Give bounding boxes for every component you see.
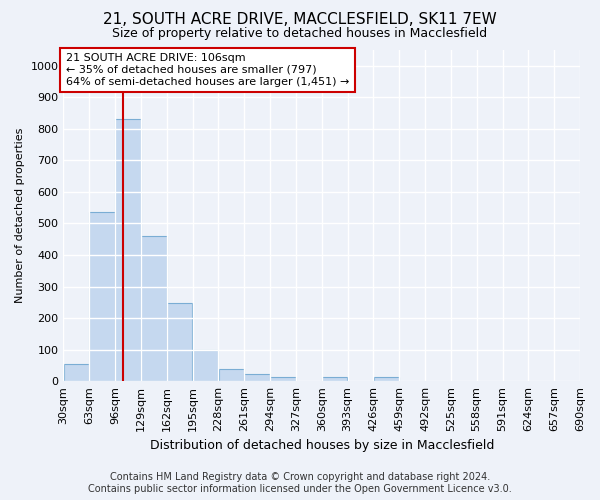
Bar [89,212,115,381]
Bar [218,369,244,381]
Bar [244,374,270,381]
Bar [141,236,167,381]
Bar [270,378,296,381]
Bar [115,120,141,381]
Bar [322,378,347,381]
X-axis label: Distribution of detached houses by size in Macclesfield: Distribution of detached houses by size … [149,440,494,452]
Bar [193,350,218,381]
Bar [374,378,399,381]
Y-axis label: Number of detached properties: Number of detached properties [15,128,25,304]
Bar [64,364,89,381]
Text: 21, SOUTH ACRE DRIVE, MACCLESFIELD, SK11 7EW: 21, SOUTH ACRE DRIVE, MACCLESFIELD, SK11… [103,12,497,28]
Text: Contains HM Land Registry data © Crown copyright and database right 2024.
Contai: Contains HM Land Registry data © Crown c… [88,472,512,494]
Bar [167,303,193,381]
Text: 21 SOUTH ACRE DRIVE: 106sqm
← 35% of detached houses are smaller (797)
64% of se: 21 SOUTH ACRE DRIVE: 106sqm ← 35% of det… [66,54,349,86]
Text: Size of property relative to detached houses in Macclesfield: Size of property relative to detached ho… [112,28,488,40]
